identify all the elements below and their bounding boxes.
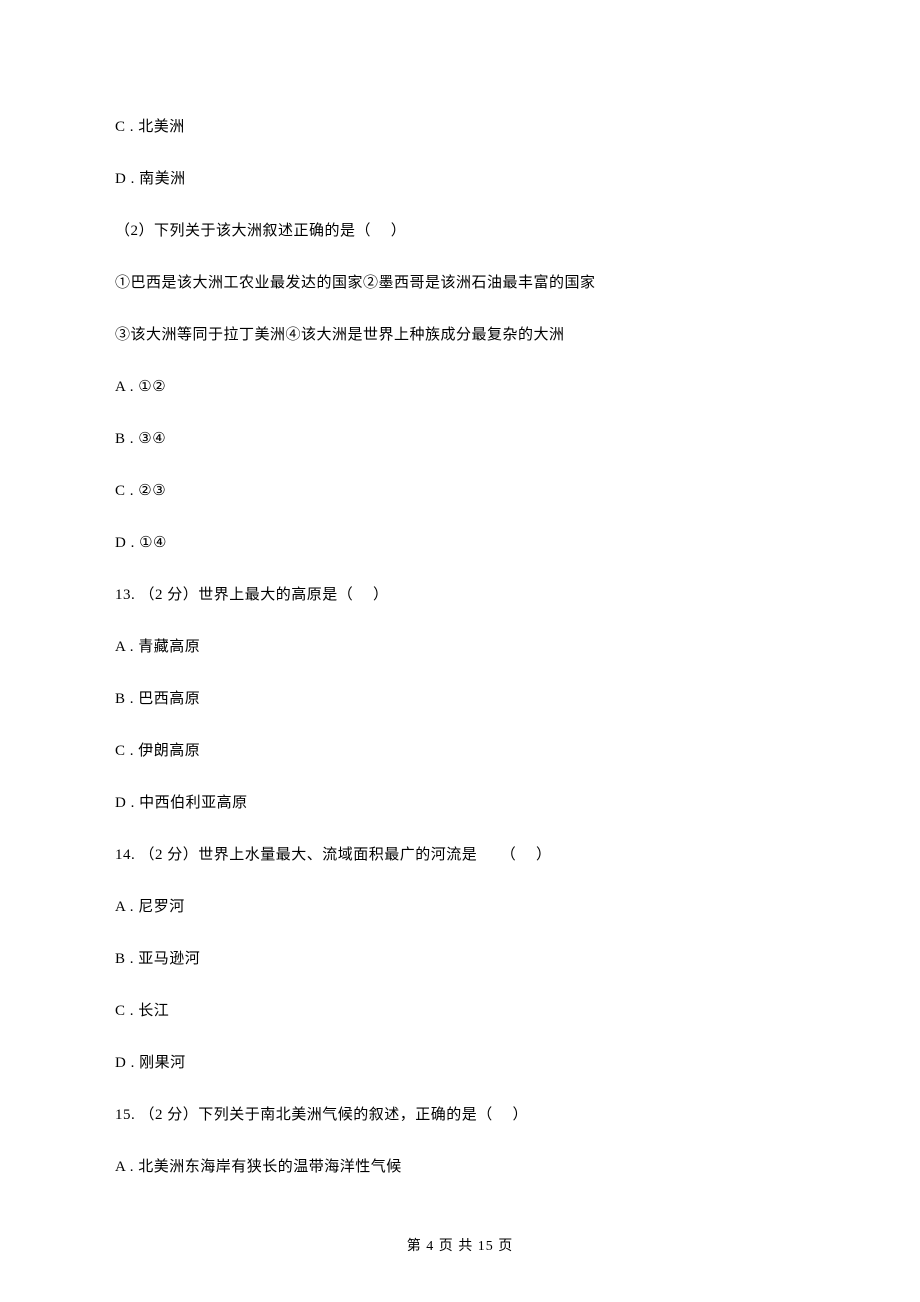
option-b: B . ③④ [115, 427, 805, 451]
option-d: D . 刚果河 [115, 1051, 805, 1075]
option-b: B . 亚马逊河 [115, 947, 805, 971]
option-d: D . 南美洲 [115, 167, 805, 191]
option-d: D . 中西伯利亚高原 [115, 791, 805, 815]
option-c: C . 长江 [115, 999, 805, 1023]
question-14: 14. （2 分）世界上水量最大、流域面积最广的河流是 （ ） [115, 843, 805, 867]
page-footer: 第 4 页 共 15 页 [0, 1235, 920, 1255]
option-c: C . 伊朗高原 [115, 739, 805, 763]
statement-line-1: ①巴西是该大洲工农业最发达的国家②墨西哥是该洲石油最丰富的国家 [115, 271, 805, 295]
option-a: A . 北美洲东海岸有狭长的温带海洋性气候 [115, 1155, 805, 1179]
question-15: 15. （2 分）下列关于南北美洲气候的叙述，正确的是（ ） [115, 1103, 805, 1127]
option-a: A . 尼罗河 [115, 895, 805, 919]
option-d: D . ①④ [115, 531, 805, 555]
option-a: A . ①② [115, 375, 805, 399]
option-c: C . 北美洲 [115, 115, 805, 139]
subquestion-2: （2）下列关于该大洲叙述正确的是（ ） [115, 219, 805, 243]
question-13: 13. （2 分）世界上最大的高原是（ ） [115, 583, 805, 607]
option-a: A . 青藏高原 [115, 635, 805, 659]
option-c: C . ②③ [115, 479, 805, 503]
statement-line-2: ③该大洲等同于拉丁美洲④该大洲是世界上种族成分最复杂的大洲 [115, 323, 805, 347]
document-body: C . 北美洲 D . 南美洲 （2）下列关于该大洲叙述正确的是（ ） ①巴西是… [115, 115, 805, 1179]
option-b: B . 巴西高原 [115, 687, 805, 711]
